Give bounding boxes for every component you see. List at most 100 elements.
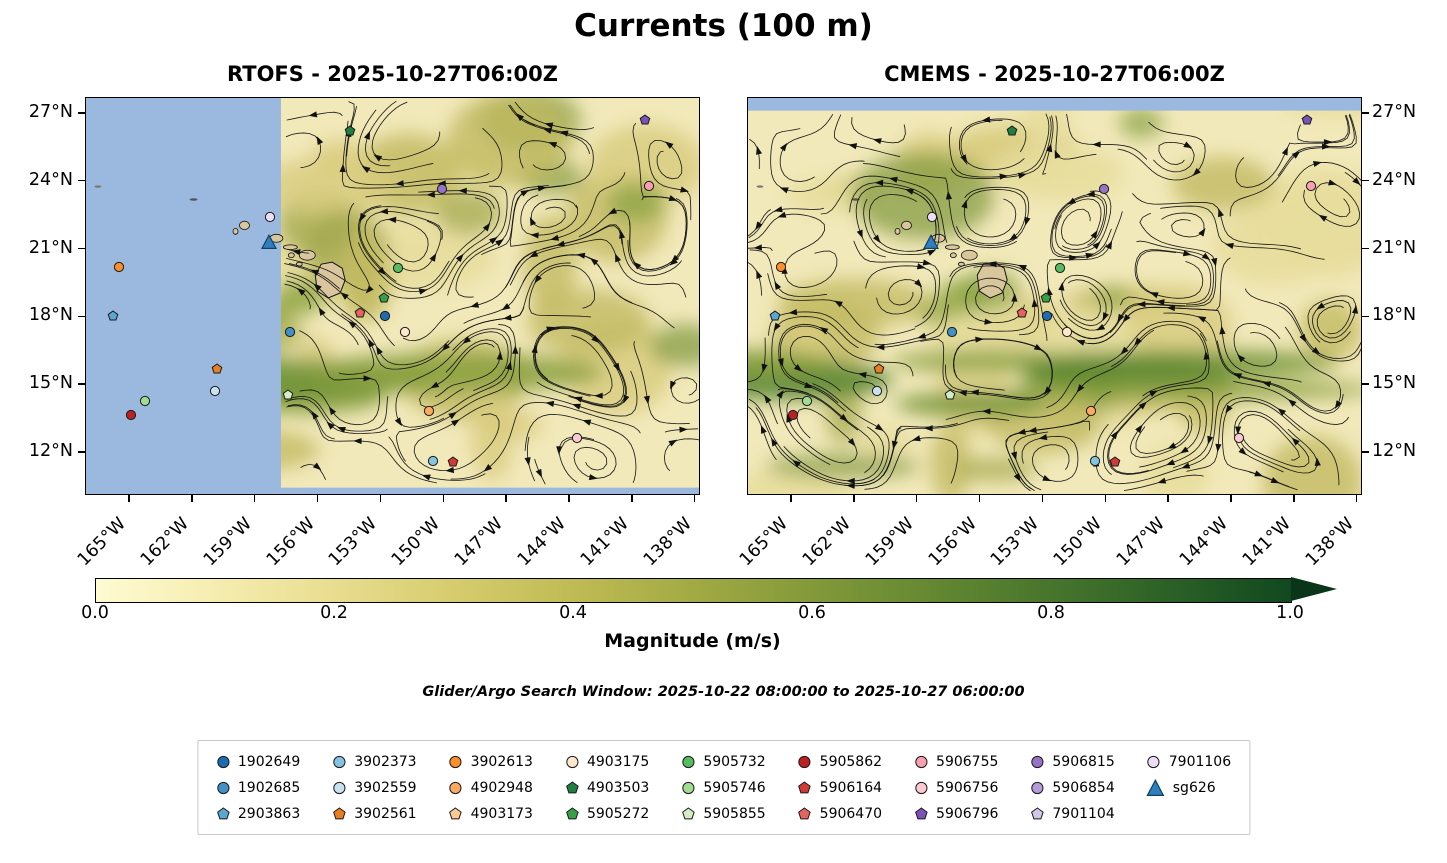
float-marker-7901106 bbox=[926, 211, 938, 223]
float-marker-5906470 bbox=[354, 307, 366, 319]
figure-title: Currents (100 m) bbox=[574, 8, 873, 44]
legend-item-label: 7901106 bbox=[1168, 753, 1232, 770]
colorbar-extend-arrow bbox=[1291, 577, 1337, 601]
lon-tick-label: 141°W bbox=[1238, 513, 1295, 571]
lat-tick-label: 21°N bbox=[28, 237, 73, 258]
map-cmems-plot-area bbox=[747, 97, 1362, 495]
float-marker-5906470 bbox=[1016, 307, 1028, 319]
subplot-title-cmems: CMEMS - 2025-10-27T06:00Z bbox=[884, 62, 1225, 86]
lat-tick-mark bbox=[1362, 179, 1369, 182]
lon-tick-mark bbox=[915, 495, 918, 502]
map-cmems bbox=[747, 97, 1362, 495]
float-marker-4902948 bbox=[1085, 405, 1097, 417]
legend-column: 5906815 5906854 7901104 bbox=[1030, 751, 1115, 824]
legend-item-label: 5906470 bbox=[819, 805, 883, 822]
float-marker-5906815 bbox=[1098, 183, 1110, 195]
legend-item-label: 1902649 bbox=[237, 753, 301, 770]
legend-item-label: 5905746 bbox=[703, 779, 766, 796]
map-rtofs bbox=[85, 97, 700, 495]
lat-tick-label: 12°N bbox=[1372, 441, 1417, 462]
4903503-pentagon-icon bbox=[565, 780, 579, 795]
lon-tick-mark bbox=[631, 495, 633, 502]
float-marker-5905746 bbox=[139, 395, 151, 407]
plot-left-currents-canvas bbox=[86, 98, 699, 494]
5905855-pentagon-icon bbox=[681, 806, 695, 821]
lat-tick-mark bbox=[78, 112, 85, 114]
legend-item-label: 5905272 bbox=[586, 805, 650, 822]
5906756-circle-icon bbox=[914, 781, 928, 795]
lon-tick-label: 144°W bbox=[513, 513, 571, 571]
5905272-pentagon-icon bbox=[565, 806, 579, 821]
legend-item-label: 5906755 bbox=[936, 753, 999, 770]
lon-tick-mark bbox=[442, 495, 445, 502]
legend-item: 5906756 bbox=[914, 777, 998, 798]
lat-tick-label: 15°N bbox=[1372, 373, 1417, 394]
1902685-circle-icon bbox=[216, 781, 230, 795]
lon-tick-mark bbox=[1041, 495, 1044, 502]
float-marker-5905862 bbox=[125, 409, 137, 421]
float-marker-5905732 bbox=[392, 262, 404, 274]
map-rtofs-plot-area bbox=[85, 97, 700, 495]
float-marker-5906756 bbox=[571, 432, 583, 444]
legend-column: 4903175 4903503 5905272 bbox=[565, 751, 649, 824]
legend-item: 4902948 bbox=[449, 777, 533, 798]
legend-column: 1902649 1902685 2903863 bbox=[216, 751, 300, 824]
legend-item-label: 5905862 bbox=[819, 753, 883, 770]
float-marker-5906164 bbox=[447, 456, 459, 468]
sg626-triangle-icon bbox=[1146, 778, 1165, 797]
lon-tick-mark bbox=[1355, 495, 1358, 502]
lon-tick-label: 162°W bbox=[798, 513, 855, 571]
5906815-circle-icon bbox=[1030, 755, 1044, 769]
colorbar bbox=[95, 578, 1292, 603]
3902373-circle-icon bbox=[332, 755, 346, 769]
lon-tick-label: 144°W bbox=[1175, 513, 1233, 571]
lon-tick-label: 147°W bbox=[451, 513, 508, 571]
lat-tick-mark bbox=[78, 247, 85, 250]
lat-tick-label: 24°N bbox=[28, 169, 73, 190]
legend-item-label: 4902948 bbox=[470, 779, 533, 796]
float-marker-4903503 bbox=[344, 125, 356, 137]
float-marker-5905855 bbox=[282, 389, 294, 401]
lon-tick-mark bbox=[1167, 495, 1169, 502]
legend-item: 3902561 bbox=[332, 803, 417, 824]
legend-item: 4903503 bbox=[565, 777, 649, 798]
4903175-circle-icon bbox=[565, 755, 579, 769]
legend: 1902649 1902685 2903863 3902373 3902559 39025… bbox=[196, 740, 1251, 835]
lon-tick-label: 165°W bbox=[735, 513, 793, 571]
lat-tick-label: 21°N bbox=[1372, 237, 1417, 258]
colorbar-tick-label: 0.4 bbox=[559, 603, 587, 623]
7901104-pentagon-icon bbox=[1030, 806, 1044, 821]
lon-tick-mark bbox=[1104, 495, 1107, 502]
legend-item-label: 5906854 bbox=[1052, 779, 1115, 796]
lon-tick-label: 162°W bbox=[136, 513, 193, 571]
legend-item: 5906815 bbox=[1030, 751, 1115, 772]
float-marker-4903175 bbox=[1061, 326, 1073, 338]
3902561-pentagon-icon bbox=[332, 806, 346, 821]
legend-item: 1902685 bbox=[216, 777, 300, 798]
float-marker-5906796 bbox=[639, 114, 651, 126]
5906470-pentagon-icon bbox=[798, 806, 812, 821]
float-marker-3902613 bbox=[775, 261, 787, 273]
float-marker-5905272 bbox=[1040, 292, 1052, 304]
lon-tick-label: 150°W bbox=[1050, 513, 1107, 571]
lat-tick-mark bbox=[78, 315, 85, 318]
legend-item-label: 4903503 bbox=[586, 779, 650, 796]
legend-item: 3902559 bbox=[332, 777, 417, 798]
float-marker-2903863 bbox=[769, 310, 781, 322]
legend-item: 3902373 bbox=[332, 751, 417, 772]
lon-tick-mark bbox=[191, 495, 193, 502]
float-marker-5906164 bbox=[1109, 456, 1121, 468]
lat-tick-mark bbox=[1362, 383, 1369, 385]
lon-tick-mark bbox=[1230, 495, 1232, 502]
float-marker-3902561 bbox=[873, 363, 885, 375]
5906164-pentagon-icon bbox=[798, 780, 812, 795]
float-marker-5906815 bbox=[436, 183, 448, 195]
lon-tick-label: 153°W bbox=[987, 513, 1044, 571]
legend-item-label: 2903863 bbox=[237, 805, 301, 822]
colorbar-tick-label: 0.6 bbox=[798, 603, 826, 623]
float-marker-sg626 bbox=[260, 234, 277, 250]
legend-item-label: 3902561 bbox=[354, 805, 417, 822]
colorbar-tick-label: 0.2 bbox=[320, 603, 348, 623]
float-marker-sg626 bbox=[922, 234, 939, 250]
